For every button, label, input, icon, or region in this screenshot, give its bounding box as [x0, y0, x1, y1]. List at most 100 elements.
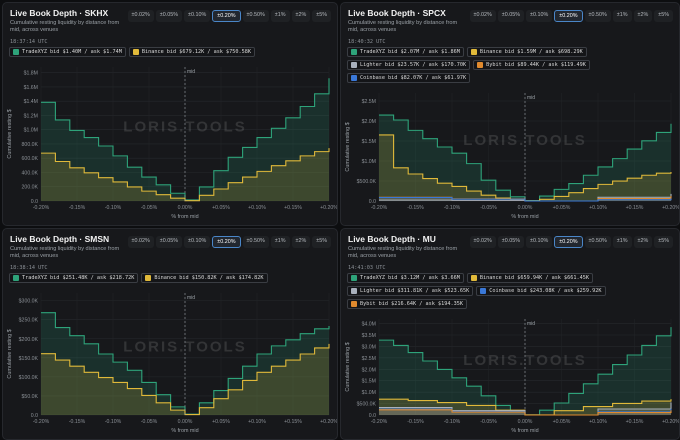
- x-tick-label: +0.10%: [589, 419, 607, 425]
- venue-icon: [351, 49, 357, 55]
- y-tick-label: $150.0K: [19, 356, 39, 362]
- legend-item[interactable]: Binance bid $150.82K / ask $174.82K: [141, 273, 268, 283]
- legend-venue: Binance: [479, 275, 502, 281]
- range-tab[interactable]: ±0.10%: [526, 10, 553, 22]
- legend-venue: Lighter: [360, 288, 382, 294]
- range-tab[interactable]: ±0.02%: [127, 236, 154, 248]
- range-tab[interactable]: ±0.05%: [155, 236, 182, 248]
- range-tab[interactable]: ±2%: [291, 236, 311, 248]
- y-tick-label: 200.0K: [22, 185, 39, 191]
- venue-icon: [13, 49, 19, 55]
- legend-item[interactable]: TradeXYZ bid $251.48K / ask $218.72K: [9, 273, 139, 283]
- y-tick-label: $2.0M: [362, 367, 376, 373]
- range-tab[interactable]: ±0.05%: [497, 236, 524, 248]
- y-tick-label: 600.0K: [22, 156, 39, 162]
- panel-timestamp: 14:41:03 UTC: [348, 265, 386, 271]
- panel-title: Live Book Depth · SKHX: [10, 8, 109, 18]
- panel-title: Live Book Depth · SPCX: [348, 8, 446, 18]
- range-tab[interactable]: ±0.50%: [242, 236, 269, 248]
- range-tab[interactable]: ±1%: [270, 236, 290, 248]
- legend-venue: Bybit: [360, 301, 376, 307]
- depth-chart: 0.0 200.0K 400.0K 600.0K 800.0K $1.0M $1.2M $1.…: [7, 67, 337, 220]
- legend-values: bid $23.57K / ask $170.70K: [384, 62, 467, 68]
- venue-icon: [480, 288, 487, 294]
- legend-venue: Coinbase: [360, 75, 385, 81]
- x-tick-label: -0.05%: [141, 205, 158, 211]
- range-tab[interactable]: ±1%: [612, 10, 632, 22]
- legend-item[interactable]: TradeXYZ bid $3.12M / ask $3.66M: [347, 273, 464, 283]
- range-tab[interactable]: ±0.02%: [127, 10, 154, 22]
- x-tick-label: -0.20%: [371, 419, 388, 425]
- y-tick-label: $1.8M: [24, 71, 38, 77]
- panel-timestamp: 18:40:32 UTC: [348, 39, 386, 45]
- panel-subtitle: Cumulative resting liquidity by distance…: [10, 20, 120, 33]
- watermark: LORIS.TOOLS: [123, 118, 246, 135]
- y-tick-label: $3.5M: [362, 333, 376, 339]
- y-tick-label: 0.0: [31, 413, 38, 419]
- range-tab[interactable]: ±2%: [633, 236, 653, 248]
- x-tick-label: +0.05%: [212, 419, 230, 425]
- legend-item[interactable]: Binance bid $659.94K / ask $661.45K: [466, 273, 594, 283]
- range-tab[interactable]: ±0.02%: [469, 10, 496, 22]
- range-tab[interactable]: ±0.50%: [584, 10, 611, 22]
- legend-item[interactable]: Binance bid $1.59M / ask $698.29K: [466, 47, 587, 57]
- range-tab[interactable]: ±0.05%: [497, 10, 524, 22]
- legend-item[interactable]: TradeXYZ bid $2.07M / ask $1.86M: [347, 47, 464, 57]
- range-tabs: ±0.02% ±0.05% ±0.10% ±0.20% ±0.50% ±1% ±2% ±5%: [127, 10, 331, 22]
- range-tab[interactable]: ±0.20%: [212, 10, 241, 22]
- legend-item[interactable]: Bybit bid $216.64K / ask $194.35K: [347, 299, 467, 309]
- x-tick-label: +0.15%: [626, 205, 644, 211]
- panel-timestamp: 18:38:14 UTC: [10, 265, 48, 271]
- series-area: [41, 343, 329, 415]
- y-tick-label: $2.5M: [362, 356, 376, 362]
- depth-panel: Live Book Depth · MU Cumulative resting l…: [340, 228, 680, 440]
- y-tick-label: $1.0M: [362, 159, 376, 165]
- x-tick-label: 0.00%: [178, 205, 193, 211]
- range-tab[interactable]: ±1%: [270, 10, 290, 22]
- range-tab[interactable]: ±2%: [633, 10, 653, 22]
- range-tab[interactable]: ±0.10%: [526, 236, 553, 248]
- legend-venue: TradeXYZ: [22, 275, 47, 281]
- x-tick-label: +0.05%: [553, 419, 571, 425]
- y-tick-label: 0.0: [31, 199, 38, 205]
- y-tick-label: $250.0K: [19, 318, 39, 324]
- range-tab[interactable]: ±0.50%: [242, 10, 269, 22]
- legend-item[interactable]: Bybit bid $89.44K / ask $119.49K: [473, 60, 590, 70]
- legend-item[interactable]: Binance bid $679.12K / ask $750.58K: [128, 47, 256, 57]
- x-axis-label: % from mid: [171, 214, 198, 220]
- range-tab[interactable]: ±0.10%: [184, 10, 211, 22]
- legend-item[interactable]: Lighter bid $23.57K / ask $170.70K: [347, 60, 471, 70]
- legend-item[interactable]: TradeXYZ bid $1.40M / ask $1.74M: [9, 47, 126, 57]
- x-tick-label: -0.10%: [444, 419, 461, 425]
- legend-values: bid $679.12K / ask $750.58K: [166, 49, 252, 55]
- x-tick-label: 0.00%: [518, 419, 533, 425]
- legend-item[interactable]: Lighter bid $311.81K / ask $523.65K: [347, 286, 474, 296]
- series-area: [379, 115, 671, 201]
- x-tick-label: -0.05%: [141, 419, 158, 425]
- range-tab[interactable]: ±2%: [291, 10, 311, 22]
- legend-item[interactable]: Coinbase bid $243.08K / ask $259.92K: [476, 286, 606, 296]
- series-area: [41, 78, 329, 201]
- legend-item[interactable]: Coinbase bid $82.07K / ask $61.97K: [347, 73, 471, 83]
- range-tab[interactable]: ±0.20%: [554, 10, 583, 22]
- legend-values: bid $2.07M / ask $1.86M: [388, 49, 460, 55]
- y-tick-label: $4.0M: [362, 322, 376, 328]
- y-tick-label: $500.0K: [357, 179, 377, 185]
- range-tab[interactable]: ±0.02%: [469, 236, 496, 248]
- legend-venue: TradeXYZ: [360, 49, 385, 55]
- range-tab[interactable]: ±0.05%: [155, 10, 182, 22]
- panel-subtitle: Cumulative resting liquidity by distance…: [348, 20, 458, 33]
- y-tick-label: $1.5M: [362, 139, 376, 145]
- y-tick-label: 0.0: [369, 199, 376, 205]
- range-tab[interactable]: ±5%: [312, 10, 331, 22]
- range-tab[interactable]: ±5%: [654, 10, 673, 22]
- range-tab[interactable]: ±5%: [654, 236, 673, 248]
- range-tab[interactable]: ±0.10%: [184, 236, 211, 248]
- range-tab[interactable]: ±5%: [312, 236, 331, 248]
- range-tab[interactable]: ±0.50%: [584, 236, 611, 248]
- range-tab[interactable]: ±0.20%: [554, 236, 583, 248]
- range-tab[interactable]: ±0.20%: [212, 236, 241, 248]
- x-tick-label: -0.10%: [444, 205, 461, 211]
- x-tick-label: +0.15%: [284, 419, 302, 425]
- range-tab[interactable]: ±1%: [612, 236, 632, 248]
